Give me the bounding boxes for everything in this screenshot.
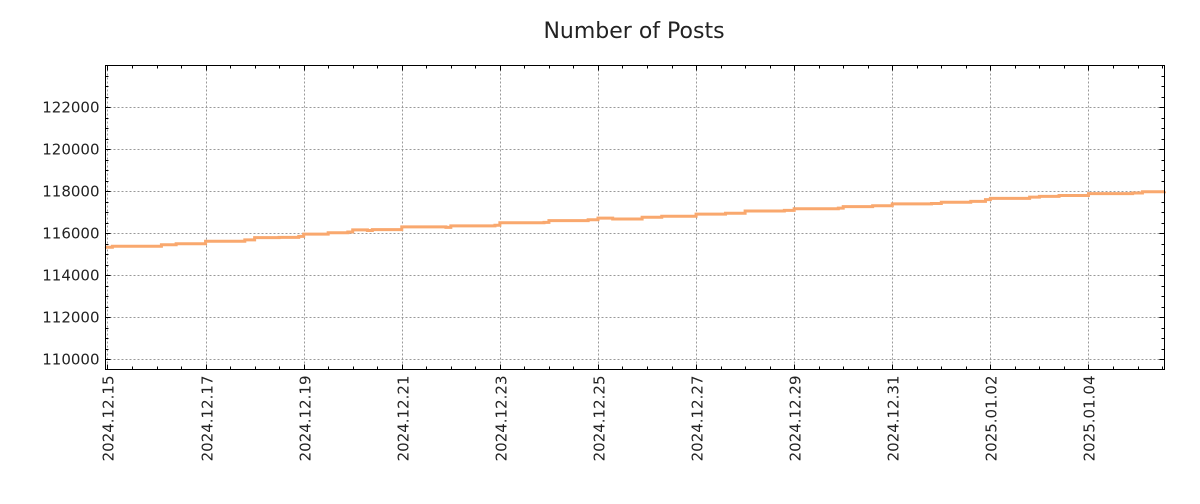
data-point bbox=[494, 224, 496, 227]
data-point bbox=[327, 232, 329, 234]
data-point bbox=[253, 236, 256, 239]
data-point bbox=[783, 209, 786, 212]
y-tick-label: 118000 bbox=[42, 183, 99, 201]
data-point bbox=[1028, 196, 1031, 198]
data-point bbox=[445, 226, 447, 229]
data-point bbox=[175, 242, 177, 245]
chart-title: Number of Posts bbox=[543, 19, 724, 44]
data-point bbox=[611, 218, 614, 220]
data-point bbox=[351, 229, 354, 231]
data-point bbox=[1058, 194, 1060, 197]
x-tick-label: 2024.12.17 bbox=[199, 376, 217, 462]
data-point bbox=[400, 226, 403, 228]
data-point bbox=[371, 228, 374, 231]
plot-frame bbox=[105, 65, 1165, 370]
data-point bbox=[278, 236, 280, 239]
series-line bbox=[105, 190, 1166, 249]
data-point bbox=[984, 198, 987, 201]
data-point bbox=[891, 203, 894, 205]
x-tick-label: 2024.12.23 bbox=[493, 376, 511, 462]
y-tick-label: 110000 bbox=[42, 351, 99, 369]
data-point bbox=[597, 217, 599, 219]
data-point bbox=[744, 210, 746, 212]
data-point bbox=[160, 243, 163, 246]
data-point bbox=[1087, 192, 1090, 195]
data-point bbox=[793, 207, 795, 210]
x-tick-label: 2025.01.02 bbox=[983, 376, 1001, 462]
data-point bbox=[1141, 190, 1144, 193]
series bbox=[104, 190, 1166, 249]
data-point bbox=[297, 235, 300, 238]
x-tick-label: 2024.12.27 bbox=[689, 376, 707, 462]
data-point bbox=[548, 219, 550, 222]
data-point bbox=[641, 216, 643, 219]
data-point bbox=[499, 221, 501, 224]
x-tick-label: 2024.12.31 bbox=[885, 376, 903, 462]
x-tick-label: 2024.12.19 bbox=[297, 376, 315, 462]
data-point bbox=[587, 219, 589, 221]
data-point bbox=[366, 229, 369, 232]
axis-ticks: 110000 112000 114000 116000 118000 120000 1220… bbox=[42, 65, 1165, 462]
data-point bbox=[724, 212, 727, 215]
data-point bbox=[969, 200, 972, 203]
data-point bbox=[837, 207, 840, 209]
grid bbox=[105, 65, 1165, 370]
data-point bbox=[1131, 192, 1134, 194]
x-tick-label: 2024.12.25 bbox=[591, 376, 609, 462]
x-tick-label: 2024.12.21 bbox=[395, 376, 413, 462]
data-point bbox=[244, 239, 246, 241]
y-tick-label: 112000 bbox=[42, 309, 99, 327]
y-tick-label: 122000 bbox=[42, 99, 99, 117]
x-tick-label: 2025.01.04 bbox=[1081, 376, 1099, 462]
data-point bbox=[347, 231, 349, 233]
data-point bbox=[940, 201, 943, 203]
y-tick-label: 116000 bbox=[42, 225, 99, 243]
data-point bbox=[930, 202, 933, 205]
data-point bbox=[204, 240, 207, 242]
y-tick-label: 120000 bbox=[42, 141, 99, 159]
data-point bbox=[989, 197, 992, 200]
data-point bbox=[543, 221, 545, 224]
data-point bbox=[302, 233, 305, 235]
data-point bbox=[842, 205, 845, 208]
y-tick-label: 114000 bbox=[42, 267, 99, 285]
data-point bbox=[1038, 195, 1041, 198]
data-point bbox=[871, 204, 874, 207]
data-point bbox=[660, 215, 663, 218]
x-tick-label: 2024.12.15 bbox=[100, 376, 118, 462]
data-point bbox=[450, 225, 452, 227]
data-point bbox=[695, 213, 697, 215]
data-point bbox=[111, 245, 114, 248]
x-tick-label: 2024.12.29 bbox=[787, 376, 805, 462]
